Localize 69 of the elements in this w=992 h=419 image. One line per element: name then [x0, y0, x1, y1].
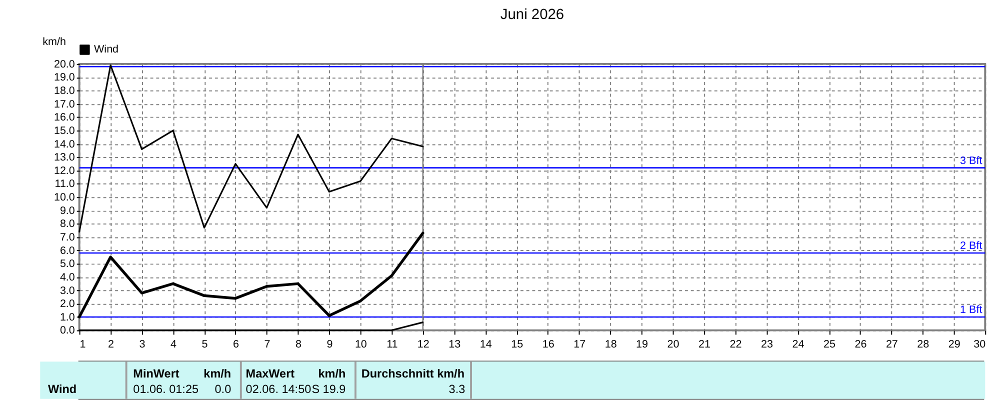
text: S 19.9 — [312, 382, 346, 396]
y-tick-label: 9.0 — [60, 204, 75, 217]
y-tick-label: 2.0 — [60, 298, 75, 310]
ref-line-label: 2 Bft — [960, 240, 982, 252]
y-tick-label: 16.0 — [54, 112, 75, 124]
y-tick-label: 15.0 — [54, 124, 75, 137]
chart-title: Juni 2026 — [500, 6, 564, 23]
ref-line-label: 1 Bft — [960, 304, 982, 316]
y-tick-label: 14.0 — [54, 138, 75, 150]
y-tick-label: 19.0 — [54, 72, 75, 84]
x-tick-label: 1 — [80, 338, 86, 350]
x-tick-label: 4 — [170, 338, 177, 350]
text: MinWert — [133, 367, 180, 380]
x-tick-label: 19 — [636, 338, 648, 350]
x-tick-label: 16 — [542, 338, 554, 350]
y-axis-title: km/h — [42, 36, 66, 48]
y-tick-label: 17.0 — [54, 98, 75, 110]
x-tick-label: 20 — [667, 338, 680, 350]
y-tick-label: 13.0 — [54, 152, 75, 164]
text: 3.3 — [448, 382, 466, 396]
x-tick-label: 21 — [698, 338, 711, 350]
y-tick-label: 7.0 — [60, 231, 75, 244]
text: 02.06. 14:50 — [246, 382, 312, 396]
x-tick-label: 26 — [854, 338, 867, 350]
y-tick-label: 12.0 — [54, 164, 75, 177]
y-tick-label: 4.0 — [60, 271, 75, 284]
text: 01.06. 01:25 — [133, 382, 199, 396]
y-tick-label: 8.0 — [60, 218, 75, 230]
x-tick-label: 6 — [232, 338, 239, 350]
x-tick-label: 18 — [604, 338, 617, 350]
line-series — [78, 64, 424, 233]
y-tick-label: 6.0 — [60, 244, 75, 257]
ref-line-label: 3 Bft — [960, 154, 982, 167]
x-tick-label: 27 — [886, 338, 898, 350]
x-tick-label: 22 — [730, 338, 742, 350]
x-tick-label: 28 — [917, 338, 930, 350]
y-tick-label: 11.0 — [54, 178, 75, 190]
y-tick-label: 1.0 — [60, 311, 75, 324]
text: Wind — [48, 382, 77, 396]
y-tick-label: 0.0 — [60, 324, 75, 337]
legend-label: Wind — [94, 44, 119, 56]
x-tick-label: 5 — [202, 338, 208, 350]
x-tick-label: 12 — [417, 338, 430, 350]
x-tick-label: 9 — [326, 338, 333, 350]
x-tick-label: 8 — [295, 338, 302, 350]
text: km/h — [318, 367, 346, 380]
x-tick-label: 17 — [574, 338, 586, 350]
y-tick-label: 20.0 — [54, 58, 75, 70]
text: km/h — [204, 367, 232, 380]
x-tick-label: 29 — [948, 338, 960, 350]
x-tick-label: 25 — [823, 338, 836, 350]
text: MaxWert — [246, 367, 295, 380]
x-tick-label: 24 — [792, 338, 804, 350]
y-tick-label: 10.0 — [54, 192, 75, 204]
x-tick-label: 3 — [139, 338, 146, 350]
x-tick-label: 15 — [511, 338, 524, 350]
text: 0.0 — [214, 382, 232, 396]
x-tick-label: 10 — [354, 338, 367, 350]
y-tick-label: 18.0 — [54, 84, 75, 97]
text: Durchschnitt km/h — [361, 367, 465, 380]
x-tick-label: 23 — [760, 338, 773, 350]
x-tick-label: 7 — [264, 338, 270, 350]
y-tick-label: 3.0 — [60, 284, 75, 297]
y-tick-label: 5.0 — [60, 258, 75, 270]
x-tick-label: 30 — [974, 338, 986, 350]
x-tick-label: 14 — [480, 338, 492, 350]
x-tick-label: 13 — [448, 338, 461, 350]
x-tick-label: 11 — [386, 338, 398, 350]
x-tick-label: 2 — [108, 338, 114, 350]
